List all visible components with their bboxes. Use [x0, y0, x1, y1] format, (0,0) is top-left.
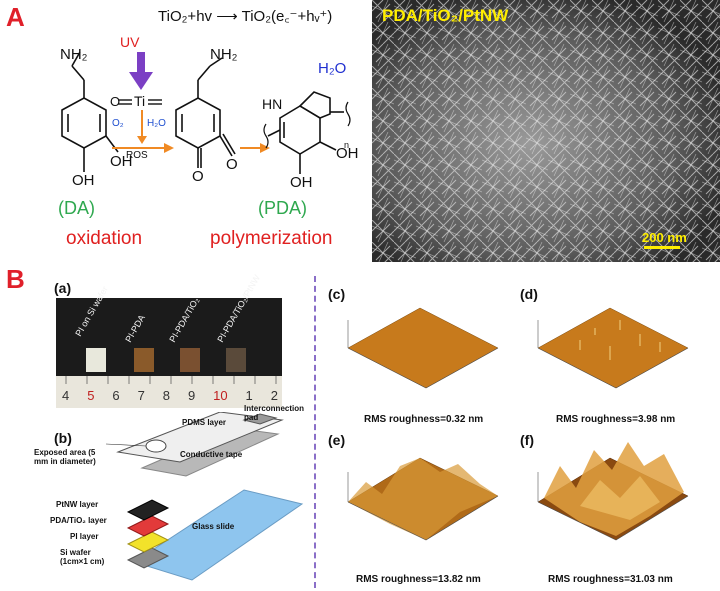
ptnw-layer	[126, 499, 170, 521]
sublabel-f: (f)	[520, 432, 534, 448]
ruler-num: 1	[245, 388, 253, 403]
tio2-ti-label: Ti	[134, 93, 146, 109]
uv-label: UV	[120, 34, 140, 50]
ruler-num: 4	[62, 388, 70, 403]
da-label: (DA)	[58, 198, 95, 218]
uv-arrow-shaft	[137, 52, 145, 74]
n-subscript: n	[344, 140, 350, 150]
sem-title: PDA/TiO₂/PtNW	[382, 6, 509, 25]
pda-tio2-layer	[126, 515, 170, 537]
photocatalysis-equation: TiO₂+hv ⟶ TiO₂(e꜀⁻+hᵥ⁺)	[158, 8, 333, 25]
chip-pi-si	[86, 348, 106, 372]
ruler-num: 9	[187, 388, 196, 403]
chip-pi-pda-tio2	[180, 348, 200, 372]
sublabel-d: (d)	[520, 286, 538, 302]
label-pdms: PDMS layer	[182, 418, 227, 427]
exposed-area-hole	[145, 439, 167, 453]
afm-f-rms: RMS roughness=31.03 nm	[548, 574, 673, 585]
pda-oh-side: OH	[336, 145, 359, 162]
label-glass-slide: Glass slide	[192, 522, 235, 531]
pda-label: (PDA)	[258, 198, 307, 218]
afm-c-rms: RMS roughness=0.32 nm	[364, 414, 484, 425]
dopamine-reaction-scheme	[61, 51, 351, 174]
chip-label-4: PI-PDA/TiO₂/PtNW	[215, 273, 263, 344]
tio2-structure	[118, 99, 162, 105]
h2o-small-label: H₂O	[147, 118, 166, 129]
afm-image-d	[537, 307, 689, 389]
chip-pi-pda-tio2-ptnw	[226, 348, 246, 372]
sem-image: PDA/TiO₂/PtNW 200 nm	[372, 0, 720, 262]
label-pda-tio2: PDA/TiO₂ layer	[50, 516, 107, 525]
ruler-num: 10	[213, 388, 228, 403]
uv-arrow-head	[129, 72, 153, 90]
panel-letter-b: B	[6, 264, 25, 294]
oxidation-label: oxidation	[66, 228, 143, 249]
sem-nanowire-texture	[372, 0, 720, 262]
label-si-wafer: Si wafer (1cm×1 cm)	[60, 548, 105, 566]
label-ptnw: PtNW layer	[56, 500, 99, 509]
chips-photo: PI on Si wafer PI-PDA PI-PDA/TiO₂ PI-PDA…	[56, 273, 282, 408]
label-exposed-area: Exposed area (5 mm in diameter)	[34, 448, 96, 466]
afm-e-rms: RMS roughness=13.82 nm	[356, 574, 481, 585]
sublabel-a: (a)	[54, 280, 72, 296]
da-structure	[61, 51, 119, 172]
pda-structure	[267, 91, 344, 174]
chip-pi-pda	[134, 348, 154, 372]
sublabel-b: (b)	[54, 430, 72, 446]
dq-nh2-label: NH₂	[210, 46, 238, 63]
afm-image-e	[347, 457, 499, 541]
label-conductive-tape: Conductive tape	[180, 450, 243, 459]
glass-slide	[132, 489, 304, 581]
label-interconnect: Interconnection pad	[244, 404, 305, 422]
da-nh2-label: NH₂	[60, 46, 88, 63]
ruler-num: 2	[270, 388, 278, 403]
ruler-num: 7	[137, 388, 145, 403]
interconnection-pad	[242, 413, 278, 425]
afm-image-c	[347, 307, 499, 389]
pda-oh-bottom: OH	[290, 174, 313, 191]
hn-label: HN	[262, 96, 283, 112]
da-oh-bottom: OH	[72, 172, 95, 189]
chip-label-1: PI on Si wafer	[73, 284, 111, 338]
sem-scale-bar-label: 200 nm	[642, 230, 687, 245]
tio2-o-label: O	[110, 94, 121, 109]
ruler-num: 6	[112, 388, 120, 403]
dq-o-side: O	[226, 156, 238, 173]
da-oh-side: OH	[110, 153, 133, 170]
ruler-num: 5	[87, 388, 95, 403]
afm-image-f	[537, 442, 689, 541]
afm-d-rms: RMS roughness=3.98 nm	[556, 414, 676, 425]
ros-label: ROS	[126, 150, 148, 161]
label-pi: PI layer	[70, 532, 99, 541]
device-schematic	[105, 412, 304, 581]
h2o-big-label: H₂O	[318, 60, 347, 77]
sublabel-c: (c)	[328, 286, 346, 302]
chip-label-2: PI-PDA	[123, 313, 148, 344]
ruler-numbers: 4 5 6 7 8 9 10 1 2	[62, 388, 278, 403]
chip-label-3: PI-PDA/TiO₂	[167, 295, 202, 344]
sublabel-e: (e)	[328, 432, 346, 448]
o2-label: O₂	[112, 118, 124, 129]
ruler-num: 8	[162, 388, 170, 403]
polymerization-label: polymerization	[210, 228, 333, 249]
dq-o-bottom: O	[192, 168, 204, 185]
panel-letter-a: A	[6, 2, 25, 32]
dopaquinone-structure	[175, 57, 236, 168]
panel-divider	[314, 276, 316, 588]
ruler: 4 5 6 7 8 9 10 1 2	[56, 376, 282, 408]
